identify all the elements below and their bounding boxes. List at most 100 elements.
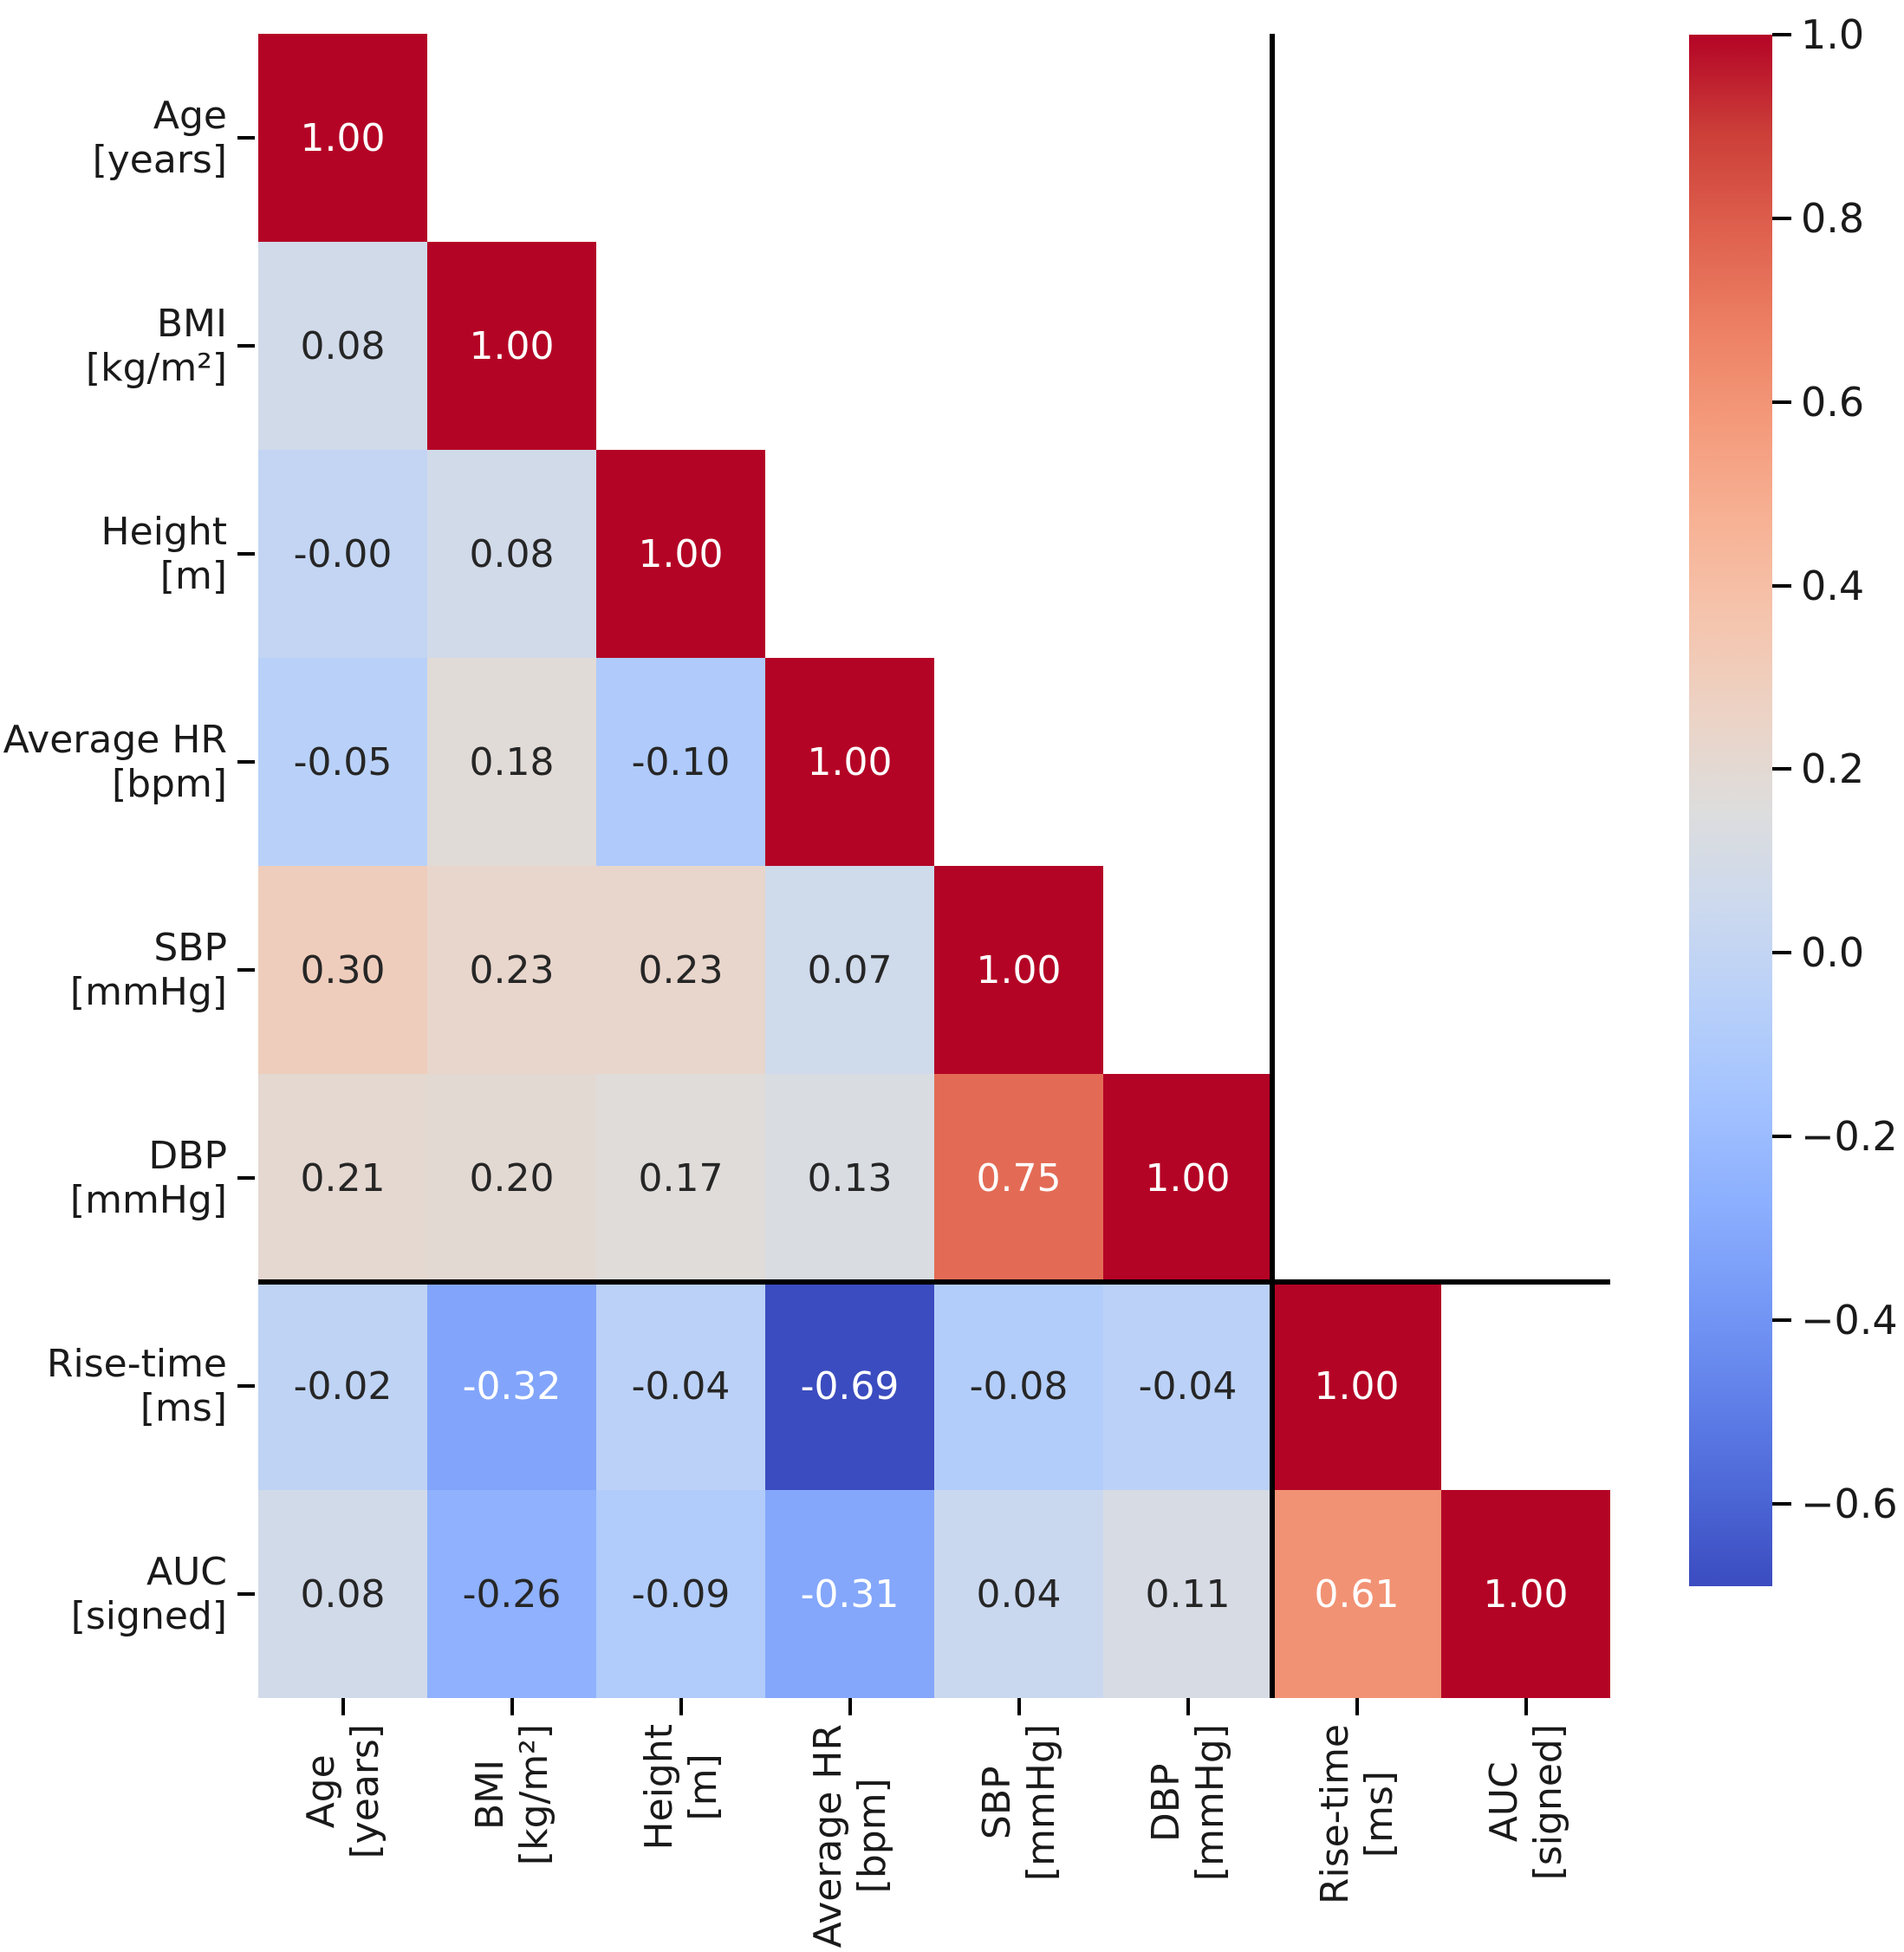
heatmap-cell: 0.08 (258, 242, 427, 450)
y-tick-label-line: DBP (148, 1133, 227, 1178)
x-tick-mark (1186, 1698, 1190, 1715)
x-tick-label: Average HR [bpm] (805, 1724, 894, 1948)
colorbar-tick-mark (1772, 400, 1791, 404)
cell-value: -0.32 (462, 1363, 562, 1409)
heatmap-cell: 0.23 (596, 866, 765, 1074)
cell-value: 0.04 (976, 1571, 1062, 1617)
y-tick-mark (237, 1592, 255, 1596)
heatmap-cell: -0.04 (596, 1282, 765, 1490)
y-tick-label: BMI [kg/m²] (0, 302, 227, 390)
x-tick-label: Height [m] (636, 1724, 725, 1850)
colorbar-tick-label: 0.0 (1801, 929, 1865, 977)
x-tick-label: DBP [mmHg] (1143, 1724, 1231, 1881)
cell-value: -0.02 (293, 1363, 393, 1409)
x-tick-label: Rise-time [ms] (1312, 1724, 1400, 1904)
cell-value: 0.07 (807, 947, 893, 992)
y-tick-label: Rise-time [ms] (0, 1342, 227, 1430)
y-tick-mark (237, 552, 255, 556)
colorbar-tick-mark (1772, 1318, 1791, 1322)
cell-value: 0.75 (976, 1155, 1062, 1200)
cell-value: 0.18 (469, 739, 555, 784)
colorbar-tick-label: 0.8 (1801, 194, 1865, 242)
cell-value: -0.10 (631, 739, 731, 784)
cell-value: 1.00 (1145, 1155, 1231, 1200)
cell-value: 1.00 (807, 739, 893, 784)
x-tick-label-line: DBP (1143, 1763, 1188, 1842)
y-tick-label-line: BMI (156, 301, 227, 346)
y-tick-label: Height [m] (0, 510, 227, 598)
cell-value: 0.30 (300, 947, 386, 992)
cell-value: 0.08 (300, 1571, 386, 1617)
y-tick-label: SBP [mmHg] (0, 926, 227, 1014)
x-tick-mark (848, 1698, 852, 1715)
cell-value: -0.31 (800, 1571, 900, 1617)
colorbar-tick-mark (1772, 216, 1791, 220)
heatmap-cell: 1.00 (765, 658, 934, 866)
cell-value: -0.04 (631, 1363, 731, 1409)
colorbar-tick-label: −0.4 (1801, 1296, 1898, 1344)
heatmap-cell: 1.00 (1441, 1490, 1610, 1698)
heatmap-cell: 0.04 (934, 1490, 1103, 1698)
y-tick-label-line: AUC (146, 1549, 227, 1594)
x-tick-label-line: SBP (974, 1766, 1019, 1839)
x-tick-mark (1524, 1698, 1528, 1715)
heatmap-cell: -0.32 (427, 1282, 596, 1490)
x-tick-label-line: [m] (680, 1754, 725, 1821)
cell-value: 1.00 (1314, 1363, 1400, 1409)
cell-value: 0.23 (469, 947, 555, 992)
colorbar-tick-label: 0.2 (1801, 745, 1865, 793)
heatmap-cell: -0.00 (258, 450, 427, 658)
heatmap-cell: 1.00 (258, 34, 427, 242)
heatmap-cell: 0.17 (596, 1074, 765, 1282)
cell-value: 1.00 (1483, 1571, 1569, 1617)
y-tick-label-line: [mmHg] (69, 970, 227, 1014)
x-tick-label-line: [mmHg] (1187, 1724, 1232, 1882)
x-tick-mark (1017, 1698, 1021, 1715)
cell-value: 1.00 (976, 947, 1062, 992)
y-tick-label-line: [mmHg] (69, 1178, 227, 1222)
heatmap-cell: 1.00 (934, 866, 1103, 1074)
heatmap-cell: -0.69 (765, 1282, 934, 1490)
x-tick-label-line: [signed] (1525, 1724, 1570, 1881)
cell-value: 0.11 (1145, 1571, 1231, 1617)
x-tick-label-line: [years] (342, 1724, 387, 1859)
cell-value: 0.08 (469, 531, 555, 576)
y-tick-label-line: [ms] (140, 1386, 227, 1430)
heatmap-cell: 0.08 (258, 1490, 427, 1698)
y-tick-label-line: [years] (92, 138, 227, 182)
cell-value: 0.08 (300, 323, 386, 368)
separator-line-vertical (1270, 34, 1275, 1698)
heatmap-cell: -0.04 (1103, 1282, 1272, 1490)
cell-value: 0.21 (300, 1155, 386, 1200)
cell-value: 1.00 (300, 115, 386, 160)
colorbar-gradient (1689, 35, 1772, 1586)
cell-value: 1.00 (469, 323, 555, 368)
y-tick-mark (237, 136, 255, 140)
x-tick-label: SBP [mmHg] (974, 1724, 1062, 1881)
y-tick-label-line: SBP (153, 925, 227, 970)
cell-value: 1.00 (638, 531, 724, 576)
y-tick-label: AUC [signed] (0, 1550, 227, 1638)
colorbar-tick-mark (1772, 1501, 1791, 1506)
heatmap-cell: 0.13 (765, 1074, 934, 1282)
x-tick-label-line: [bpm] (849, 1778, 894, 1894)
heatmap-cell: -0.10 (596, 658, 765, 866)
x-tick-label-line: Age (298, 1754, 343, 1829)
cell-value: 0.23 (638, 947, 724, 992)
x-tick-label-line: Average HR (805, 1724, 850, 1949)
cell-value: 0.17 (638, 1155, 724, 1200)
y-tick-label: DBP [mmHg] (0, 1134, 227, 1222)
x-tick-label-line: BMI (467, 1759, 512, 1831)
heatmap-cell: 1.00 (596, 450, 765, 658)
x-tick-mark (1355, 1698, 1359, 1715)
x-tick-label-line: Height (636, 1724, 681, 1851)
y-tick-label-line: Rise-time (46, 1341, 227, 1386)
y-tick-label-line: [bpm] (111, 762, 227, 806)
heatmap-cell: -0.31 (765, 1490, 934, 1698)
y-tick-label: Age [years] (0, 94, 227, 182)
heatmap-cell: -0.05 (258, 658, 427, 866)
y-tick-mark (237, 1384, 255, 1388)
colorbar (1689, 35, 1772, 1586)
heatmap-cell: 1.00 (1272, 1282, 1441, 1490)
colorbar-tick-label: 0.4 (1801, 562, 1865, 609)
